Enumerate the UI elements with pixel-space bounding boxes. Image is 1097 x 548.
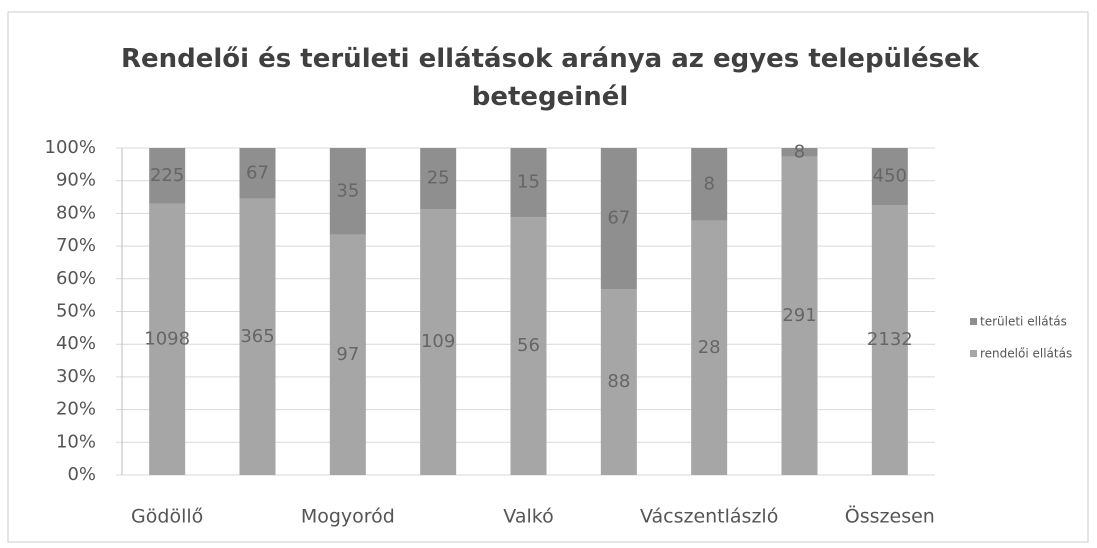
data-label: 450	[873, 165, 907, 186]
data-label: 2132	[867, 329, 913, 350]
legend-label: rendelői ellátás	[980, 347, 1072, 361]
x-tick-label: Mogyoród	[301, 506, 395, 528]
y-tick-label: 80%	[56, 202, 96, 223]
data-label: 25	[427, 168, 450, 189]
data-label: 88	[607, 371, 630, 392]
legend-swatch	[970, 318, 977, 325]
data-label: 15	[517, 172, 540, 193]
bar-segment	[420, 209, 457, 476]
bar-segment	[781, 156, 818, 476]
y-tick-label: 30%	[56, 366, 96, 387]
bar-segment	[781, 148, 818, 157]
bar-segment	[691, 220, 728, 475]
data-label: 8	[794, 141, 805, 162]
y-tick-label: 40%	[56, 333, 96, 354]
x-tick-label: Valkó	[503, 506, 553, 528]
bar-segment	[420, 148, 457, 210]
y-tick-label: 20%	[56, 399, 96, 420]
chart-border	[7, 11, 1089, 543]
bar-segment	[329, 148, 366, 235]
x-tick-label: Vácszentlászló	[640, 506, 778, 528]
bar-segment	[600, 289, 637, 475]
bar-segment	[691, 148, 728, 221]
data-label: 97	[336, 344, 359, 365]
data-label: 8	[703, 173, 714, 194]
bar-segment	[239, 148, 276, 199]
bar-segment	[239, 198, 276, 475]
data-label: 67	[607, 208, 630, 229]
legend-label: területi ellátás	[980, 315, 1067, 329]
chart-title: Rendelői és területi ellátások aránya az…	[120, 44, 980, 112]
data-label: 67	[246, 162, 269, 183]
y-tick-label: 60%	[56, 268, 96, 289]
bar-segment	[871, 204, 908, 475]
x-tick-label: Gödöllő	[131, 506, 203, 528]
bar-segment	[329, 234, 366, 475]
data-label: 35	[336, 180, 359, 201]
y-tick-label: 10%	[56, 431, 96, 452]
data-label: 1098	[144, 328, 190, 349]
legend-swatch	[970, 350, 977, 357]
y-tick-label: 90%	[56, 170, 96, 191]
y-tick-label: 0%	[67, 464, 96, 485]
data-label: 28	[698, 337, 721, 358]
bar-segment	[510, 217, 547, 475]
data-label: 109	[421, 331, 455, 352]
y-tick-label: 100%	[45, 137, 96, 158]
data-label: 365	[240, 326, 274, 347]
bar-segment	[149, 203, 186, 475]
bar-segment	[600, 148, 637, 290]
data-label: 291	[782, 305, 816, 326]
y-tick-label: 70%	[56, 235, 96, 256]
bar-segment	[149, 148, 186, 204]
x-tick-label: Összesen	[845, 505, 935, 528]
bar-segment	[510, 148, 547, 218]
data-label: 56	[517, 335, 540, 356]
data-label: 225	[150, 165, 184, 186]
y-tick-label: 50%	[56, 301, 96, 322]
bar-segment	[871, 148, 908, 205]
